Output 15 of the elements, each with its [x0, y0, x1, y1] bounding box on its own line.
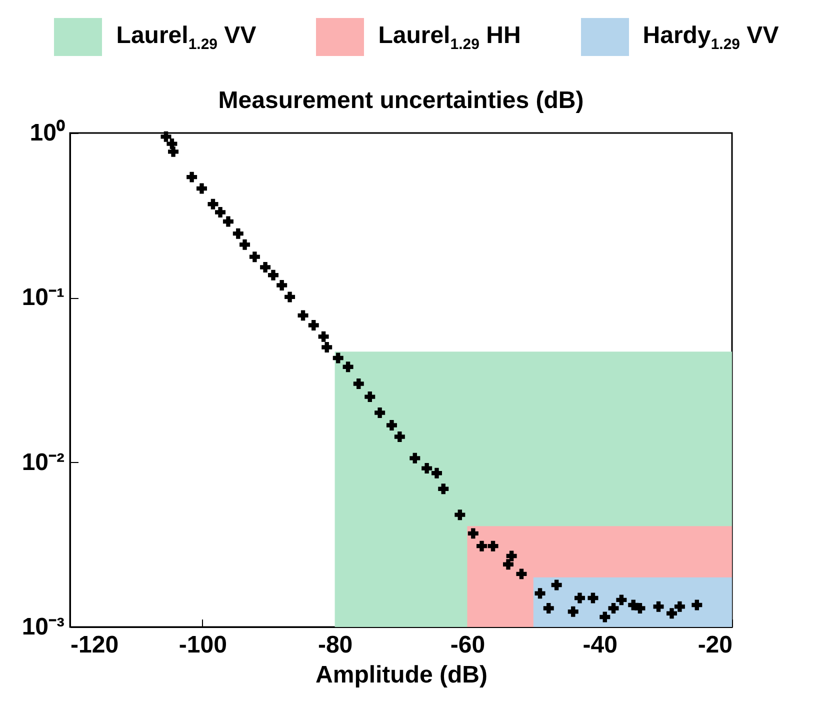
x-tick-label: -40 [582, 632, 618, 658]
x-axis-title: Amplitude (dB) [316, 662, 488, 688]
y-tick-label: 10⁻² [22, 448, 65, 476]
x-tick-label: -100 [178, 632, 227, 658]
legend-label: Hardy$_{1.29}$ VV [642, 22, 779, 52]
x-tick-label: -20 [698, 632, 732, 658]
y-tick-label: 10⁻³ [22, 614, 65, 640]
legend-label: Laurel$_{1.29}$ HH [378, 22, 521, 52]
y-tick-label: 10⁰ [30, 120, 66, 146]
legend-label: Laurel$_{1.29}$ VV [116, 22, 256, 52]
x-tick-label: -80 [318, 632, 353, 658]
x-tick-label: -60 [450, 632, 486, 658]
x-tick-label: -120 [70, 632, 119, 658]
chart-title: Measurement uncertainties (dB) [218, 87, 584, 114]
y-tick-label: 10⁻¹ [22, 284, 65, 312]
